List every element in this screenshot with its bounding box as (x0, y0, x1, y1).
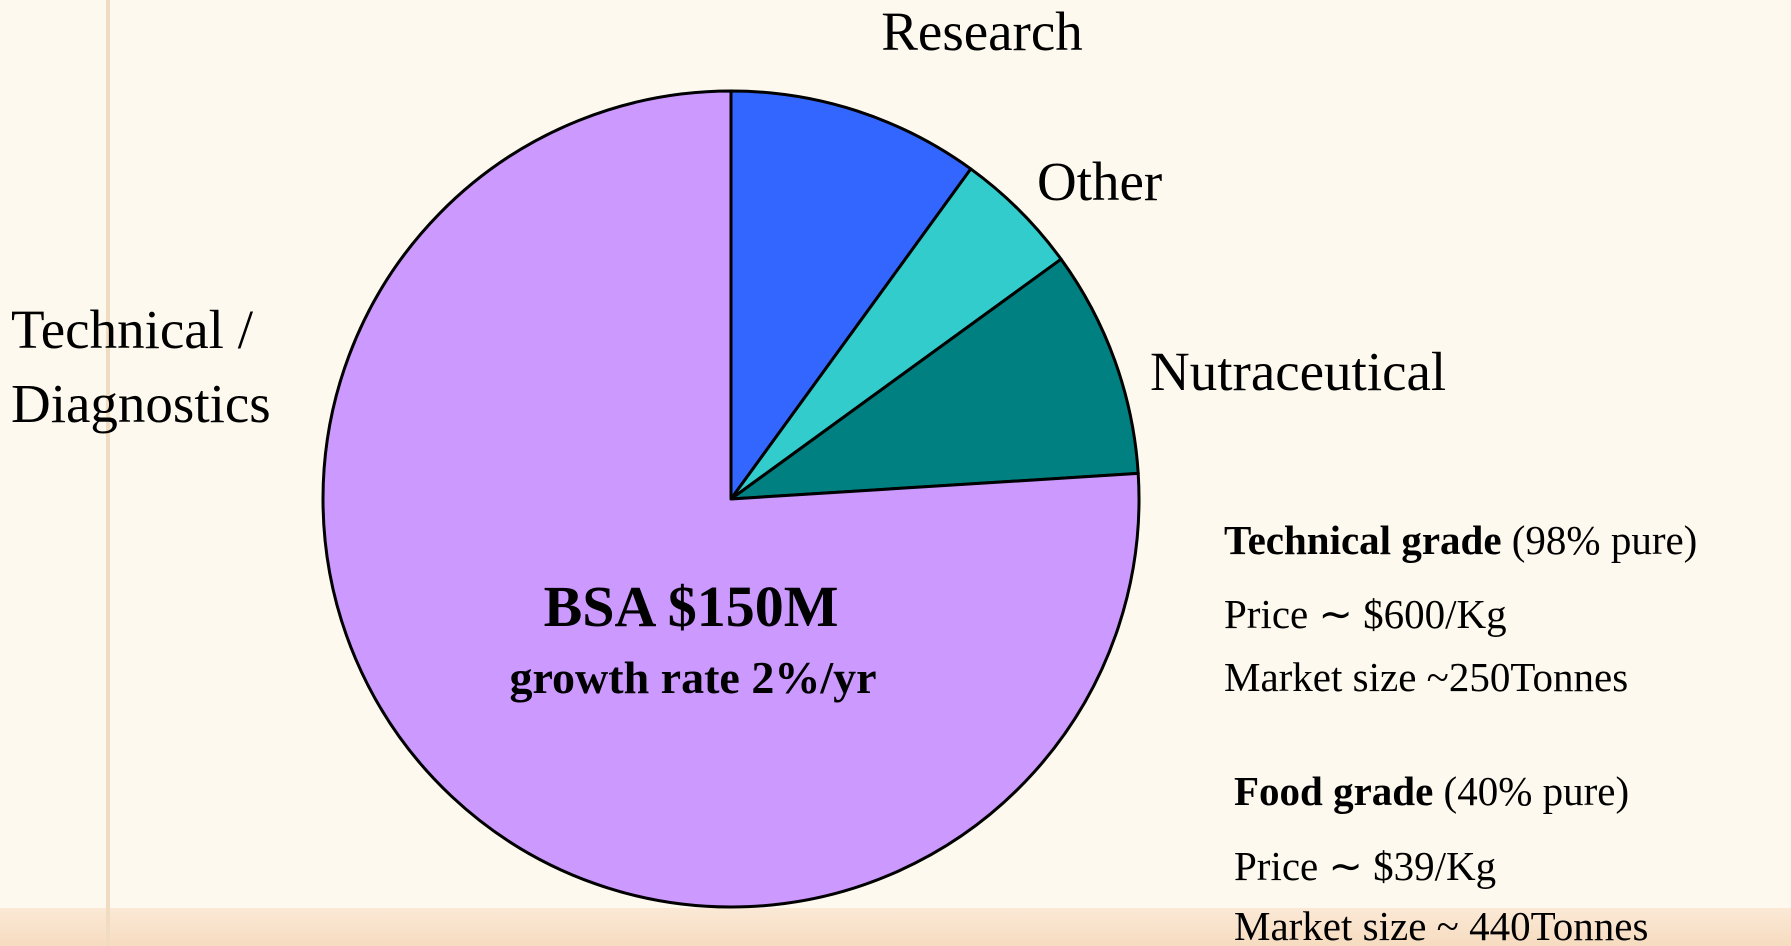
notes: Technical grade (98% pure)Price ∼ $600/K… (1224, 517, 1697, 946)
note-title: Food grade (1234, 768, 1433, 814)
note-line: Market size ~ 440Tonnes (1234, 903, 1648, 946)
label-line: Diagnostics (11, 373, 271, 434)
note-line: Market size ~250Tonnes (1224, 654, 1628, 700)
note-line: Price ∼ $39/Kg (1234, 843, 1496, 889)
label-line: Technical / (11, 299, 254, 360)
pie-slice (729, 257, 1140, 501)
slice-label: Technical / Diagnostics (11, 299, 271, 434)
note-detail: (40% pure) (1444, 768, 1630, 814)
pie-slice (321, 89, 1141, 909)
slice-label: Nutraceutical (1150, 341, 1446, 402)
pie-slice (729, 89, 973, 501)
note-line: Price ∼ $600/Kg (1224, 591, 1507, 637)
center-subtitle: growth rate 2%/yr (509, 652, 876, 703)
bottom-band (0, 908, 1791, 946)
note-heading: Food grade (40% pure) (1234, 768, 1629, 814)
slice-label: Research (881, 1, 1083, 62)
pie (321, 89, 1141, 909)
center-title: BSA $150M (544, 574, 839, 639)
note-heading: Technical grade (98% pure) (1224, 517, 1697, 563)
note-detail: (98% pure) (1512, 517, 1698, 563)
slice-label: Other (1037, 151, 1162, 212)
note-title: Technical grade (1224, 517, 1502, 563)
